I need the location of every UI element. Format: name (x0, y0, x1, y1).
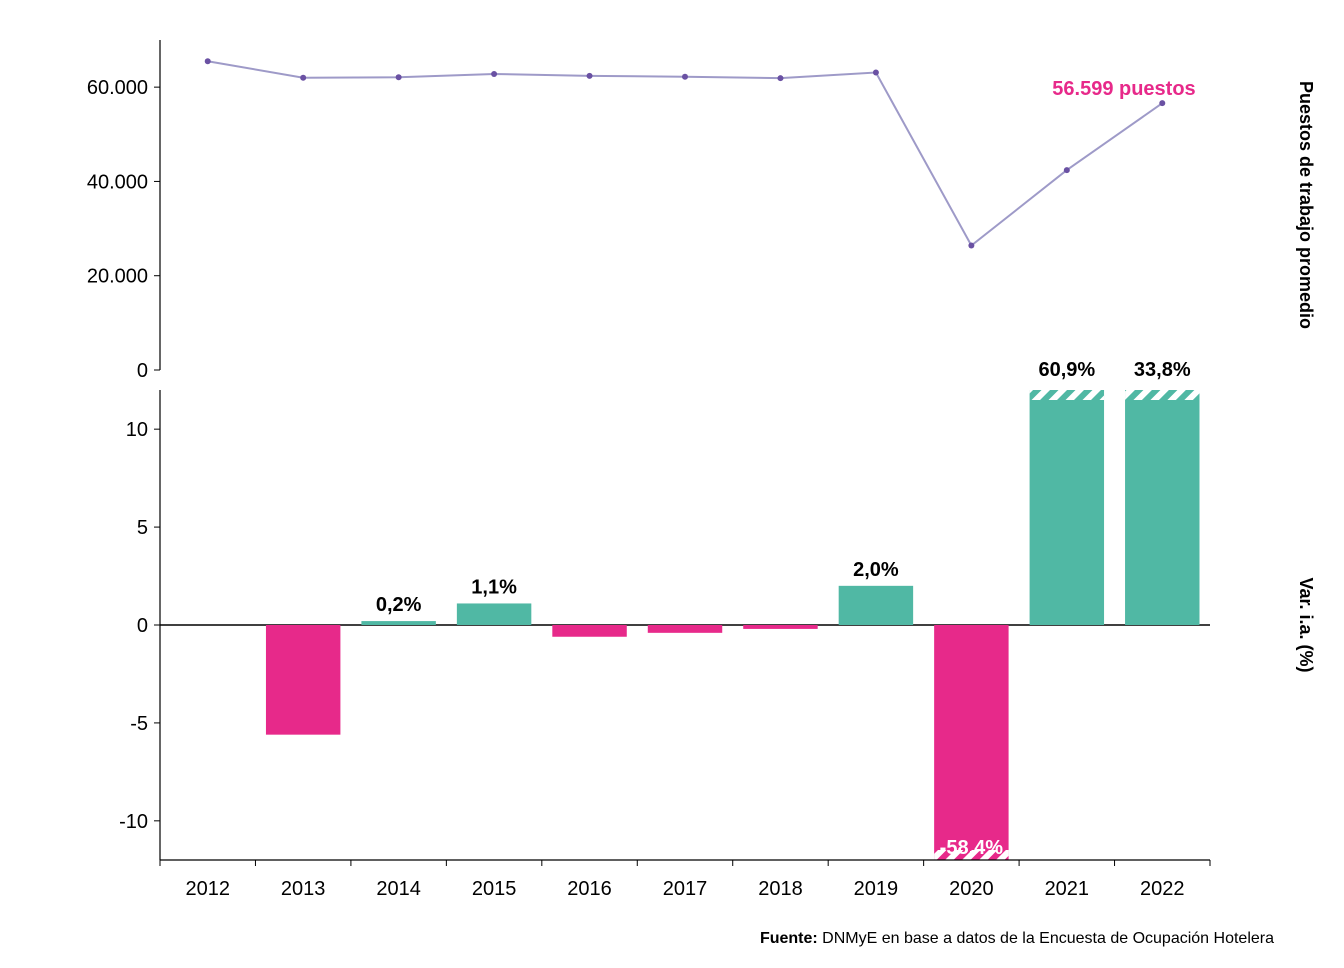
variation-bar (743, 625, 817, 629)
combined-chart: 0 20.000 40.000 60.000 Puestos de trabajo pr… (20, 20, 1320, 920)
x-category-label: 2012 (185, 878, 230, 900)
variation-bar (1125, 390, 1199, 625)
variation-bar (648, 625, 722, 633)
source-text: DNMyE en base a datos de la Encuesta de … (822, 930, 1274, 947)
jobs-point (587, 73, 593, 79)
jobs-point (491, 71, 497, 77)
x-category-label: 2021 (1045, 878, 1090, 900)
source-prefix: Fuente: (760, 930, 822, 947)
bar-label: 2,0% (853, 559, 899, 581)
bottom-axis-title: Var. i.a. (%) (1296, 577, 1316, 672)
variation-bar (361, 621, 435, 625)
x-category-label: 2018 (758, 878, 803, 900)
x-category-label: 2022 (1140, 878, 1185, 900)
jobs-annotation: 56.599 puestos (1052, 78, 1195, 100)
jobs-line (208, 61, 1163, 245)
jobs-point (777, 75, 783, 81)
bar-label: 60,9% (1038, 359, 1095, 381)
bar-label: 1,1% (471, 576, 517, 598)
x-category-label: 2016 (567, 878, 612, 900)
x-category-label: 2015 (472, 878, 517, 900)
bottom-ytick-label: 5 (137, 517, 148, 539)
jobs-point (682, 74, 688, 80)
x-category-label: 2014 (376, 878, 421, 900)
x-category-label: 2013 (281, 878, 326, 900)
clip-hatch (1030, 390, 1104, 400)
chart-container: 0 20.000 40.000 60.000 Puestos de trabajo pr… (20, 20, 1320, 920)
jobs-point (205, 58, 211, 64)
bottom-ytick-label: -10 (119, 811, 148, 833)
source-line: Fuente: DNMyE en base a datos de la Encu… (20, 930, 1324, 948)
bar-label: -58,4% (940, 837, 1004, 859)
top-axis-title: Puestos de trabajo promedio (1296, 81, 1316, 329)
jobs-point (1064, 167, 1070, 173)
clip-hatch (1125, 390, 1199, 400)
x-category-label: 2020 (949, 878, 994, 900)
jobs-point (968, 243, 974, 249)
variation-bar (552, 625, 626, 637)
variation-bar (1030, 390, 1104, 625)
bar-label: -5,6% (277, 740, 329, 762)
bottom-ytick-label: 0 (137, 615, 148, 637)
top-ytick-label: 20.000 (87, 266, 148, 288)
variation-bar (457, 603, 531, 625)
bar-label: 0,2% (376, 594, 422, 616)
variation-bar (266, 625, 340, 735)
jobs-point (396, 74, 402, 80)
x-category-label: 2019 (854, 878, 899, 900)
top-ytick-label: 40.000 (87, 171, 148, 193)
jobs-point (1159, 100, 1165, 106)
variation-bar (934, 625, 1008, 860)
jobs-point (300, 75, 306, 81)
bottom-ytick-label: 10 (126, 419, 148, 441)
jobs-point (873, 70, 879, 76)
variation-bar (839, 586, 913, 625)
top-ytick-label: 60.000 (87, 77, 148, 99)
x-category-label: 2017 (663, 878, 708, 900)
bar-label: 33,8% (1134, 359, 1191, 381)
top-ytick-label: 0 (137, 360, 148, 382)
bottom-ytick-label: -5 (130, 713, 148, 735)
